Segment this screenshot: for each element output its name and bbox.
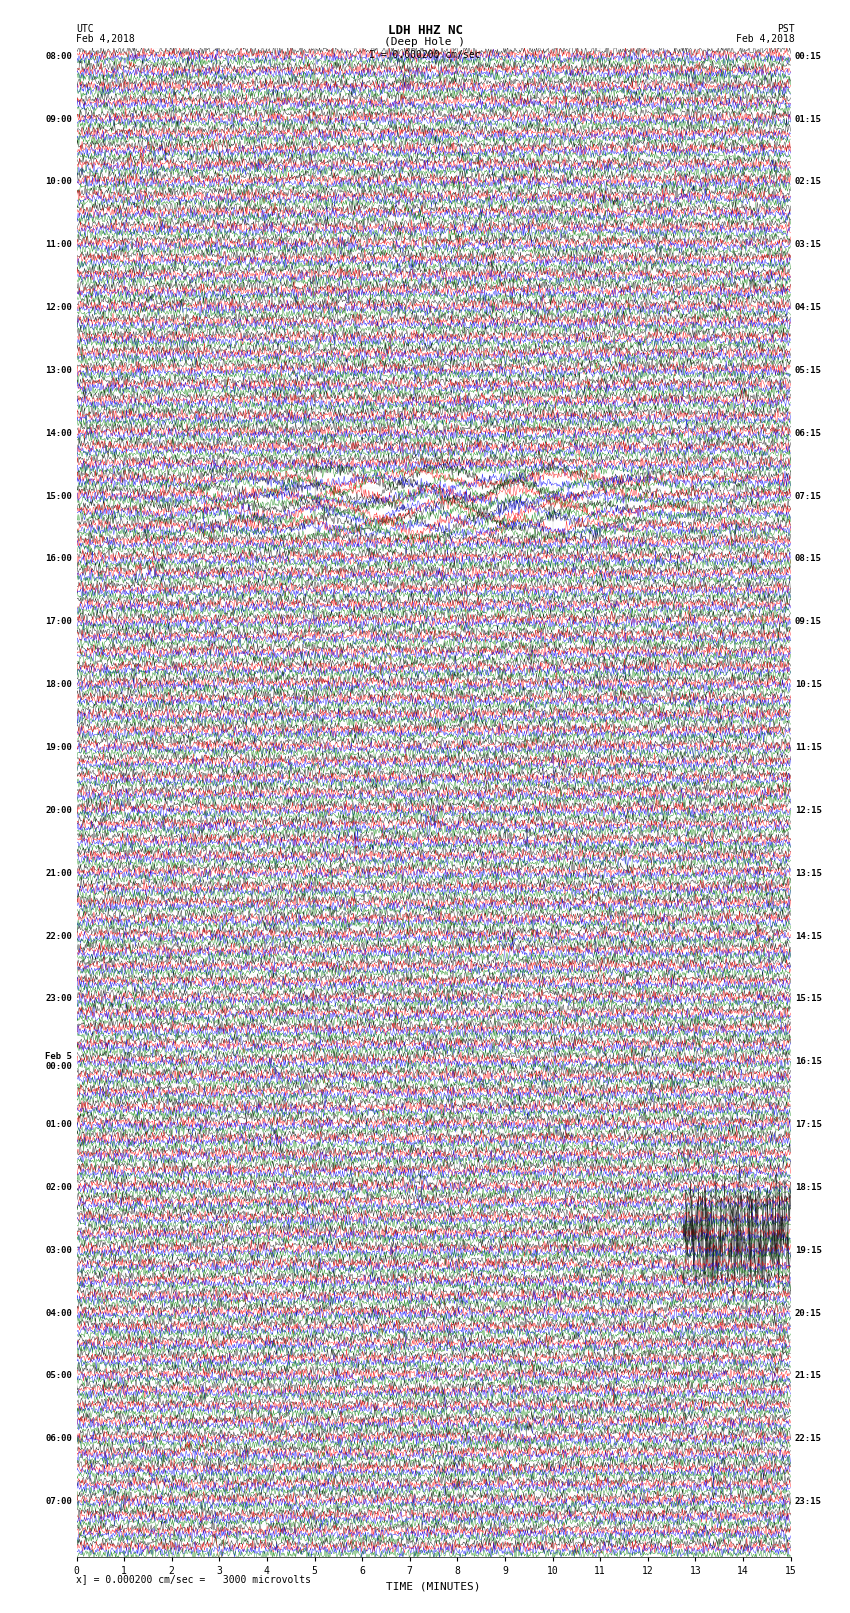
Text: 09:00: 09:00 xyxy=(45,115,72,124)
Text: 08:00: 08:00 xyxy=(45,52,72,61)
Text: 07:00: 07:00 xyxy=(45,1497,72,1507)
Text: 07:15: 07:15 xyxy=(795,492,822,500)
Text: 11:15: 11:15 xyxy=(795,744,822,752)
Text: 16:15: 16:15 xyxy=(795,1057,822,1066)
Text: 18:00: 18:00 xyxy=(45,681,72,689)
Text: 23:15: 23:15 xyxy=(795,1497,822,1507)
Text: 16:00: 16:00 xyxy=(45,555,72,563)
Text: 13:15: 13:15 xyxy=(795,869,822,877)
Text: 10:00: 10:00 xyxy=(45,177,72,187)
Text: 00:15: 00:15 xyxy=(795,52,822,61)
Text: LDH HHZ NC: LDH HHZ NC xyxy=(388,24,462,37)
Text: 02:15: 02:15 xyxy=(795,177,822,187)
X-axis label: TIME (MINUTES): TIME (MINUTES) xyxy=(386,1581,481,1590)
Text: 08:15: 08:15 xyxy=(795,555,822,563)
Text: 04:00: 04:00 xyxy=(45,1308,72,1318)
Text: 15:15: 15:15 xyxy=(795,994,822,1003)
Text: 09:15: 09:15 xyxy=(795,618,822,626)
Text: Feb 5
00:00: Feb 5 00:00 xyxy=(45,1052,72,1071)
Text: 21:15: 21:15 xyxy=(795,1371,822,1381)
Text: 03:00: 03:00 xyxy=(45,1245,72,1255)
Text: I = 0.000200 cm/sec: I = 0.000200 cm/sec xyxy=(369,50,481,60)
Text: 14:15: 14:15 xyxy=(795,931,822,940)
Text: 20:00: 20:00 xyxy=(45,806,72,815)
Text: 05:15: 05:15 xyxy=(795,366,822,374)
Text: 06:15: 06:15 xyxy=(795,429,822,437)
Text: PST: PST xyxy=(777,24,795,34)
Text: 22:00: 22:00 xyxy=(45,931,72,940)
Text: 01:00: 01:00 xyxy=(45,1119,72,1129)
Text: 06:00: 06:00 xyxy=(45,1434,72,1444)
Text: 15:00: 15:00 xyxy=(45,492,72,500)
Text: Feb 4,2018: Feb 4,2018 xyxy=(736,34,795,44)
Text: 17:00: 17:00 xyxy=(45,618,72,626)
Text: 12:00: 12:00 xyxy=(45,303,72,311)
Text: 20:15: 20:15 xyxy=(795,1308,822,1318)
Text: UTC: UTC xyxy=(76,24,94,34)
Text: Feb 4,2018: Feb 4,2018 xyxy=(76,34,135,44)
Text: 13:00: 13:00 xyxy=(45,366,72,374)
Text: 11:00: 11:00 xyxy=(45,240,72,250)
Text: 05:00: 05:00 xyxy=(45,1371,72,1381)
Text: 01:15: 01:15 xyxy=(795,115,822,124)
Text: 03:15: 03:15 xyxy=(795,240,822,250)
Text: 12:15: 12:15 xyxy=(795,806,822,815)
Text: 10:15: 10:15 xyxy=(795,681,822,689)
Text: 14:00: 14:00 xyxy=(45,429,72,437)
Text: 19:15: 19:15 xyxy=(795,1245,822,1255)
Text: 19:00: 19:00 xyxy=(45,744,72,752)
Text: 04:15: 04:15 xyxy=(795,303,822,311)
Text: 22:15: 22:15 xyxy=(795,1434,822,1444)
Text: 21:00: 21:00 xyxy=(45,869,72,877)
Text: x] = 0.000200 cm/sec =   3000 microvolts: x] = 0.000200 cm/sec = 3000 microvolts xyxy=(76,1574,311,1584)
Text: 18:15: 18:15 xyxy=(795,1182,822,1192)
Text: (Deep Hole ): (Deep Hole ) xyxy=(384,37,466,47)
Text: 23:00: 23:00 xyxy=(45,994,72,1003)
Text: 17:15: 17:15 xyxy=(795,1119,822,1129)
Text: 02:00: 02:00 xyxy=(45,1182,72,1192)
